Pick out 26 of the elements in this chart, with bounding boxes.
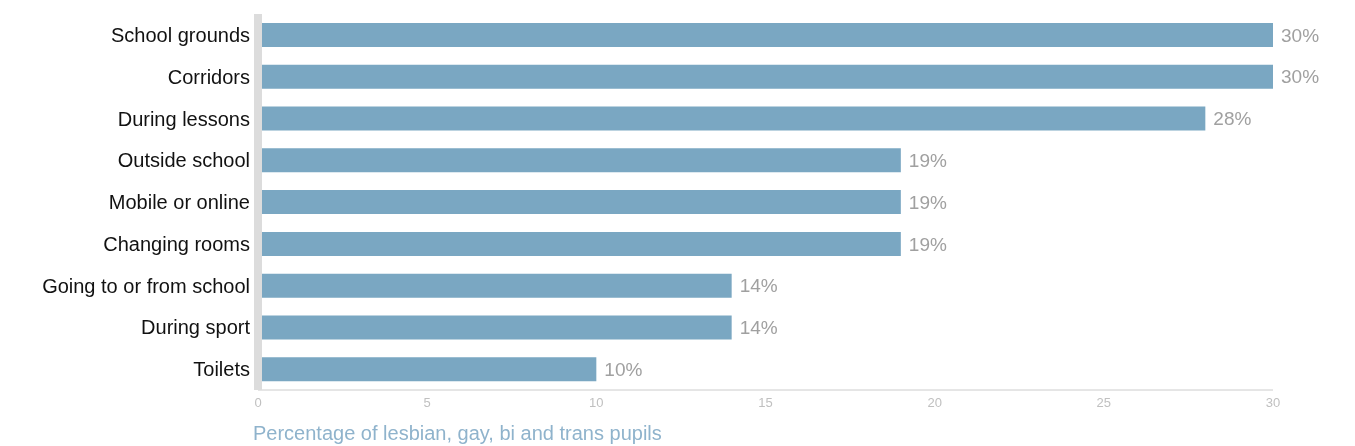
y-tick-label: Mobile or online (108, 191, 250, 214)
data-label: 30% (1281, 24, 1320, 46)
x-tick-label: 0 (254, 395, 262, 411)
x-tick-label: 30 (1265, 395, 1281, 411)
data-label: 28% (1213, 108, 1252, 130)
y-tick-label: During sport (141, 316, 251, 339)
data-label: 10% (604, 358, 643, 380)
y-tick-label: Going to or from school (42, 274, 250, 297)
x-tick-label: 25 (1096, 395, 1112, 411)
data-label: 19% (908, 233, 947, 255)
y-tick-label: Toilets (193, 358, 250, 381)
x-axis-title: Percentage of lesbian, gay, bi and trans pupils (253, 422, 663, 445)
x-tick-label: 5 (423, 395, 431, 411)
x-tick-label: 10 (589, 395, 604, 411)
data-label: 30% (1281, 66, 1320, 88)
y-tick-label: Outside school (117, 149, 250, 172)
y-tick-label: Changing rooms (103, 232, 250, 255)
y-tick-label: During lessons (117, 107, 250, 130)
data-label: 14% (739, 275, 778, 297)
data-label: 19% (908, 191, 947, 213)
data-label: 14% (739, 317, 778, 339)
x-tick-label: 20 (927, 395, 942, 411)
x-tick-label: 15 (758, 395, 773, 411)
y-tick-label: Corridors (167, 65, 250, 88)
y-tick-label: School grounds (111, 23, 250, 46)
data-label: 19% (908, 149, 947, 171)
